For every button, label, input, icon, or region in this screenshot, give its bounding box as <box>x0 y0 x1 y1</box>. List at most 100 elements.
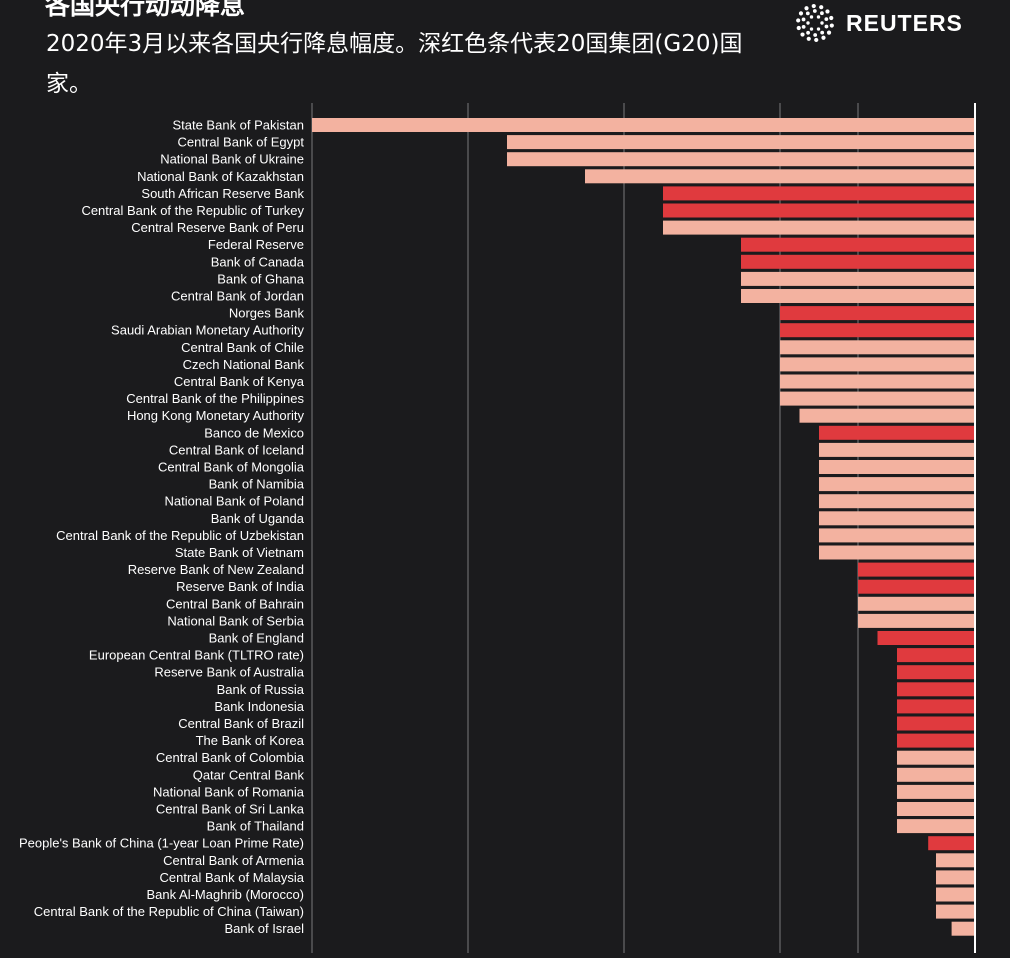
category-label: Norges Bank <box>229 306 305 321</box>
logo-dot <box>796 25 801 31</box>
bar <box>741 271 975 286</box>
category-label: Bank of Russia <box>217 682 305 697</box>
logo-dot <box>824 17 829 22</box>
category-label: European Central Bank (TLTRO rate) <box>89 648 304 663</box>
bar <box>928 836 975 851</box>
logo-dot <box>819 5 824 10</box>
category-label: Qatar Central Bank <box>193 767 305 782</box>
bar <box>897 802 975 816</box>
logo-dot <box>816 15 821 19</box>
bar <box>897 648 975 663</box>
category-label: National Bank of Serbia <box>167 613 304 628</box>
category-label: Central Bank of Mongolia <box>158 460 305 475</box>
bar <box>897 682 975 697</box>
bar <box>858 579 975 594</box>
page-title: 各国央行动动降息 <box>45 0 246 20</box>
category-label: The Bank of Korea <box>196 733 305 748</box>
bar <box>741 289 975 303</box>
category-label: Reserve Bank of India <box>176 579 305 594</box>
bar <box>897 665 975 680</box>
category-label: Central Bank of Sri Lanka <box>156 802 305 817</box>
logo-dot <box>821 35 826 40</box>
category-label: Saudi Arabian Monetary Authority <box>111 323 304 338</box>
category-label: Central Bank of Jordan <box>171 289 304 304</box>
logo-dot <box>811 3 816 9</box>
logo-dot <box>806 21 810 25</box>
bar <box>897 784 975 799</box>
category-label: Central Bank of Chile <box>181 340 304 355</box>
category-label: Bank of Uganda <box>211 511 305 526</box>
logo-dot <box>813 33 818 37</box>
category-label: Bank of Thailand <box>207 819 304 834</box>
bar <box>780 374 975 389</box>
bar <box>858 562 975 577</box>
logo-dot <box>820 30 825 35</box>
category-label: Central Bank of the Republic of Turkey <box>81 203 304 218</box>
bar <box>897 750 975 765</box>
bar <box>858 596 975 611</box>
category-label: Bank of Canada <box>211 254 305 269</box>
bar <box>936 887 975 902</box>
bar <box>819 528 975 543</box>
logo-dot <box>798 11 804 16</box>
bar <box>858 613 975 628</box>
bar <box>897 716 975 731</box>
bar <box>780 306 975 321</box>
category-label: Bank of Israel <box>225 921 305 936</box>
bar <box>663 203 975 218</box>
bar <box>780 323 975 338</box>
bar <box>936 904 975 919</box>
logo-dot <box>809 15 814 19</box>
category-label: Bank of Namibia <box>209 477 305 492</box>
category-label: Reserve Bank of Australia <box>154 665 304 680</box>
bar <box>897 767 975 782</box>
category-label: Central Bank of the Republic of China (T… <box>34 904 304 919</box>
logo-dot <box>824 24 829 29</box>
bar <box>897 733 975 748</box>
bar <box>799 408 975 423</box>
category-label: National Bank of Kazakhstan <box>137 169 304 184</box>
bar <box>507 152 975 167</box>
category-label: Bank of England <box>209 631 304 646</box>
logo-dot <box>806 30 810 35</box>
category-label: State Bank of Pakistan <box>172 118 304 133</box>
category-label: Czech National Bank <box>183 357 305 372</box>
logo-dot <box>809 27 814 31</box>
reuters-logo: REUTERS <box>792 0 988 46</box>
bar <box>936 870 975 885</box>
category-label: Bank of Ghana <box>217 271 304 286</box>
logo-dot <box>829 15 834 21</box>
bar <box>819 442 975 457</box>
category-label: Federal Reserve <box>208 237 304 252</box>
category-label: People's Bank of China (1-year Loan Prim… <box>19 836 304 851</box>
category-label: Central Bank of Kenya <box>174 374 305 389</box>
bar <box>819 425 975 440</box>
category-label: Central Bank of Bahrain <box>166 596 304 611</box>
category-label: National Bank of Poland <box>165 494 304 509</box>
bar <box>897 819 975 834</box>
bar <box>897 699 975 714</box>
logo-dot <box>826 30 832 35</box>
category-label: Reserve Bank of New Zealand <box>128 562 304 577</box>
category-label: National Bank of Romania <box>153 784 305 799</box>
logo-dot <box>805 11 810 16</box>
bar <box>951 921 975 936</box>
logo-dot <box>796 18 801 23</box>
logo-dot <box>801 17 806 22</box>
logo-dot <box>806 36 811 41</box>
logo-dot <box>814 37 819 43</box>
bar <box>780 391 975 406</box>
bar <box>780 357 975 372</box>
bar <box>507 135 975 150</box>
reuters-dot-logo-icon <box>796 3 834 43</box>
category-label: Central Reserve Bank of Peru <box>131 220 304 235</box>
bar <box>741 237 975 252</box>
logo-dot <box>801 24 806 29</box>
bar <box>585 169 975 184</box>
bar <box>877 631 975 645</box>
category-label: Central Bank of Egypt <box>178 135 305 150</box>
category-label: Central Bank of the Philippines <box>126 391 304 406</box>
bar <box>819 460 975 474</box>
logo-dot <box>816 27 821 31</box>
